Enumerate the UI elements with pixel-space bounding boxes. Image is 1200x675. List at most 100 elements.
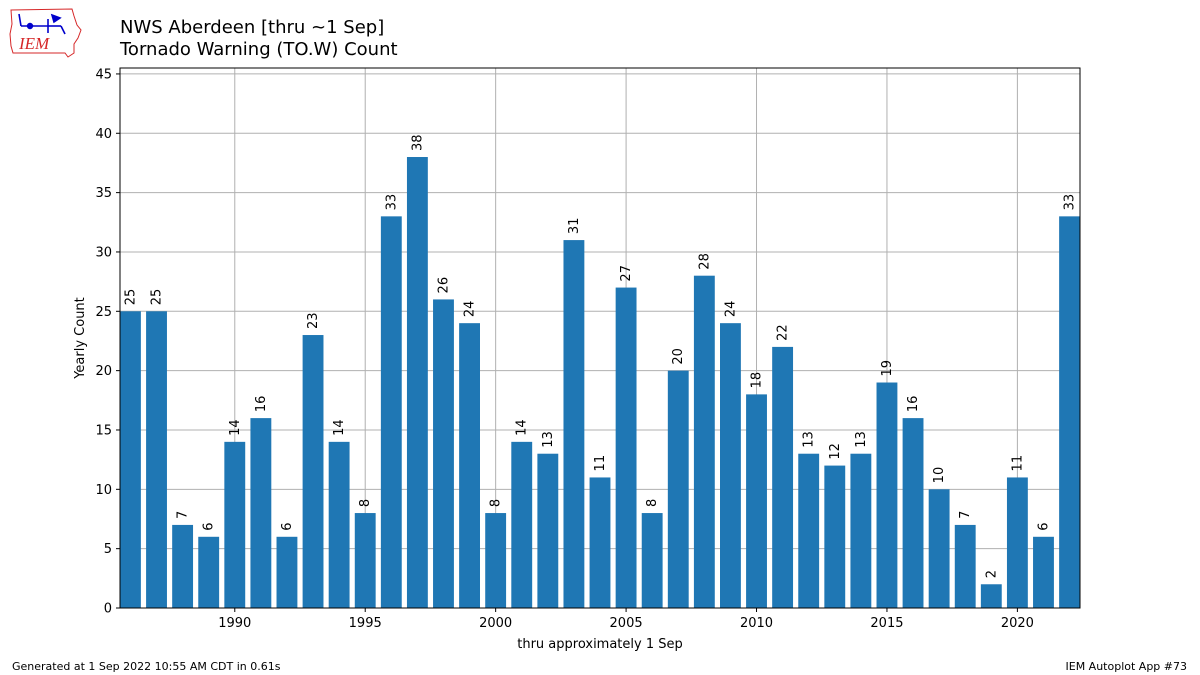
- bar-1998: [433, 299, 454, 608]
- bar-value-label: 7: [958, 511, 973, 519]
- y-tick-label: 35: [95, 186, 112, 201]
- bar-value-label: 25: [150, 289, 165, 306]
- bar-2000: [485, 513, 507, 608]
- bars: [120, 157, 1080, 609]
- bar-value-label: 26: [436, 277, 451, 294]
- bar-1987: [146, 311, 167, 608]
- bar-2007: [667, 370, 689, 608]
- bar-2014: [850, 453, 872, 608]
- bar-2012: [798, 453, 820, 608]
- bar-1988: [172, 524, 194, 608]
- plot-frame: [119, 67, 1081, 609]
- bar-2013: [824, 465, 846, 608]
- bar-value-label: 24: [463, 301, 478, 318]
- bar-1991: [250, 418, 272, 608]
- bar-2010: [746, 394, 767, 608]
- bar-1990: [224, 441, 246, 608]
- bar-value-label: 14: [515, 419, 530, 436]
- bar-value-label: 38: [410, 134, 425, 151]
- bar-2020: [1006, 477, 1028, 608]
- bar-2021: [1033, 536, 1054, 608]
- bar-2009: [720, 323, 741, 608]
- weather-station-icon: [18, 13, 66, 35]
- iem-logo: IEM: [9, 8, 82, 58]
- bar-value-label: 28: [697, 253, 712, 270]
- bar-value-label: 14: [228, 419, 243, 436]
- bar-value-label: 16: [906, 396, 921, 413]
- bar-value-label: 13: [541, 431, 556, 448]
- bar-value-label: 23: [306, 312, 321, 329]
- y-tick-label: 20: [95, 364, 112, 379]
- bar-2011: [772, 346, 794, 608]
- bar-value-label: 24: [723, 301, 738, 318]
- bar-value-label: 13: [802, 431, 817, 448]
- logo-text: IEM: [18, 34, 50, 53]
- bar-1996: [380, 216, 402, 608]
- x-tick-label: 2005: [610, 616, 643, 631]
- y-tick-label: 40: [95, 127, 112, 142]
- bar-value-label: 10: [932, 467, 947, 484]
- bar-1993: [302, 335, 324, 608]
- bar-value-label: 33: [384, 194, 399, 211]
- x-tick-label: 2020: [1001, 616, 1034, 631]
- x-tick-label: 2000: [479, 616, 512, 631]
- bar-1994: [328, 441, 350, 608]
- bar-value-label: 6: [280, 523, 295, 531]
- bar-value-label: 8: [645, 499, 660, 507]
- bar-2004: [589, 477, 611, 608]
- y-axis-label: Yearly Count: [73, 297, 88, 380]
- bar-value-label: 7: [176, 511, 191, 519]
- bar-data-labels: 25 25761416623148333826248141331112782028…: [123, 134, 1077, 578]
- bar-value-label: 19: [880, 360, 895, 377]
- y-tick-label: 15: [95, 423, 112, 438]
- bar-1995: [354, 513, 376, 608]
- y-tick-label: 25: [95, 305, 112, 320]
- bar-2002: [537, 453, 559, 608]
- app-credit: IEM Autoplot App #73: [1065, 660, 1188, 673]
- bar-value-label: 8: [489, 499, 504, 507]
- y-tick-label: 5: [104, 542, 112, 557]
- bar-value-label: 6: [1036, 523, 1051, 531]
- x-tick-label: 2010: [740, 616, 773, 631]
- chart-subtitle: Tornado Warning (TO.W) Count: [120, 39, 398, 60]
- bar-value-label: 22: [776, 324, 791, 341]
- generated-timestamp: Generated at 1 Sep 2022 10:55 AM CDT in …: [12, 660, 281, 673]
- bar-value-label: 20: [671, 348, 686, 365]
- bar-value-label: 25: [123, 289, 138, 306]
- x-tick-label: 2015: [870, 616, 903, 631]
- bar-2008: [693, 275, 715, 608]
- bar-2019: [980, 584, 1002, 608]
- bar-value-label: 14: [332, 419, 347, 436]
- bar-1986: [120, 311, 141, 608]
- iowa-outline-icon: [9, 8, 82, 58]
- bar-value-label: 31: [567, 218, 582, 235]
- bar-value-label: 11: [1010, 455, 1025, 472]
- bar-value-label: 16: [254, 396, 269, 413]
- bar-value-label: 11: [593, 455, 608, 472]
- bar-value-label: 6: [202, 523, 217, 531]
- bar-value-label: 12: [828, 443, 843, 460]
- x-axis-label: thru approximately 1 Sep: [517, 637, 683, 652]
- bar-2015: [876, 382, 898, 608]
- bar-1999: [459, 323, 480, 608]
- bar-1992: [276, 536, 298, 608]
- x-tick-label: 1995: [349, 616, 382, 631]
- bar-2003: [563, 240, 585, 609]
- bar-2005: [615, 287, 637, 608]
- bar-value-label: 13: [854, 431, 869, 448]
- bar-1989: [198, 536, 220, 608]
- y-tick-label: 10: [95, 483, 112, 498]
- chart-title: NWS Aberdeen [thru ~1 Sep]: [120, 17, 385, 38]
- bar-2001: [511, 441, 533, 608]
- y-tick-label: 45: [95, 67, 112, 82]
- y-tick-label: 30: [95, 245, 112, 260]
- bar-value-label: 8: [358, 499, 373, 507]
- bar-1997: [406, 157, 428, 608]
- bar-2006: [641, 513, 663, 608]
- bar-value-label: 33: [1063, 194, 1078, 211]
- bar-2016: [902, 418, 924, 608]
- x-tick-label: 1990: [218, 616, 251, 631]
- bar-value-label: 18: [750, 372, 765, 389]
